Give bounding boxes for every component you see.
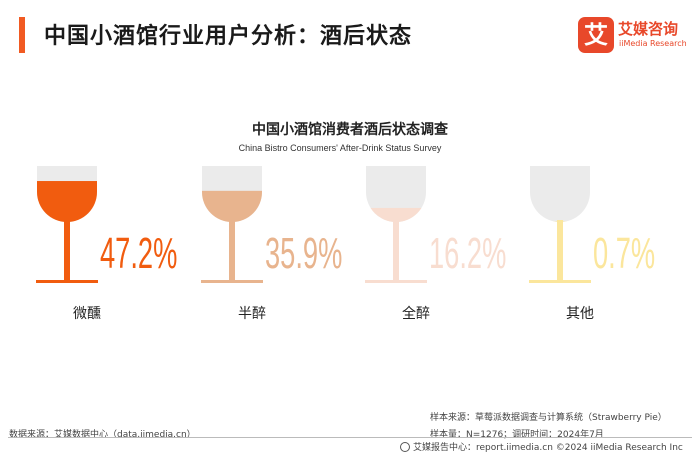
category-label-1: 微醺 [73,306,101,322]
logo-name-cn: 艾媒咨询 [618,20,679,38]
footer-bar: 艾媒报告中心：report.iimedia.cn ©2024 iiMedia R… [400,440,683,453]
sample-info: 样本量：N=1276；调研时间：2024年7月 [430,430,604,440]
glass-stem [393,220,399,283]
glass-fill-bar-2 [202,190,262,222]
category-label-4: 其他 [566,306,594,322]
glass-stem [64,220,70,283]
category-label-3: 全醉 [402,305,430,322]
chart-title: 中国小酒馆消费者酒后状态调查 [252,122,448,138]
footer-bar-text: 艾媒报告中心：report.iimedia.cn ©2024 iiMedia R… [413,443,683,453]
page-title: 中国小酒馆行业用户分析：酒后状态 [44,24,413,49]
iimedia-logo: 艾 艾媒咨询 iiMedia Research [578,17,692,57]
globe-icon [400,442,410,452]
sample-source: 样本来源：草莓派数据调查与计算系统（Strawberry Pie） [430,413,667,423]
after-drink-status-chart: 47.2% 微醺 35.9% 半醉 16.2% 全醉 0.7% 其他 [36,166,655,322]
footer-divider [8,437,692,438]
glass-stem [557,220,563,283]
logo-name-en: iiMedia Research [619,39,687,48]
value-label-3: 16.2% [429,228,506,277]
title-accent-bar [19,17,25,53]
glass-base [36,280,98,283]
glass-base [201,280,263,283]
glass-fill-bar-1 [37,181,97,222]
data-source: 数据来源：艾媒数据中心（data.iimedia.cn） [9,430,196,440]
glass-bowl-empty [530,166,590,222]
chart-subtitle: China Bistro Consumers' After-Drink Stat… [238,143,442,153]
value-label-1: 47.2% [100,228,177,277]
glass-base [529,280,591,283]
logo-mark: 艾 [578,17,614,53]
category-label-2: 半醉 [238,306,266,322]
glass-base [365,280,427,283]
value-label-4: 0.7% [593,228,655,277]
glass-stem [229,220,235,283]
value-label-2: 35.9% [265,228,342,277]
